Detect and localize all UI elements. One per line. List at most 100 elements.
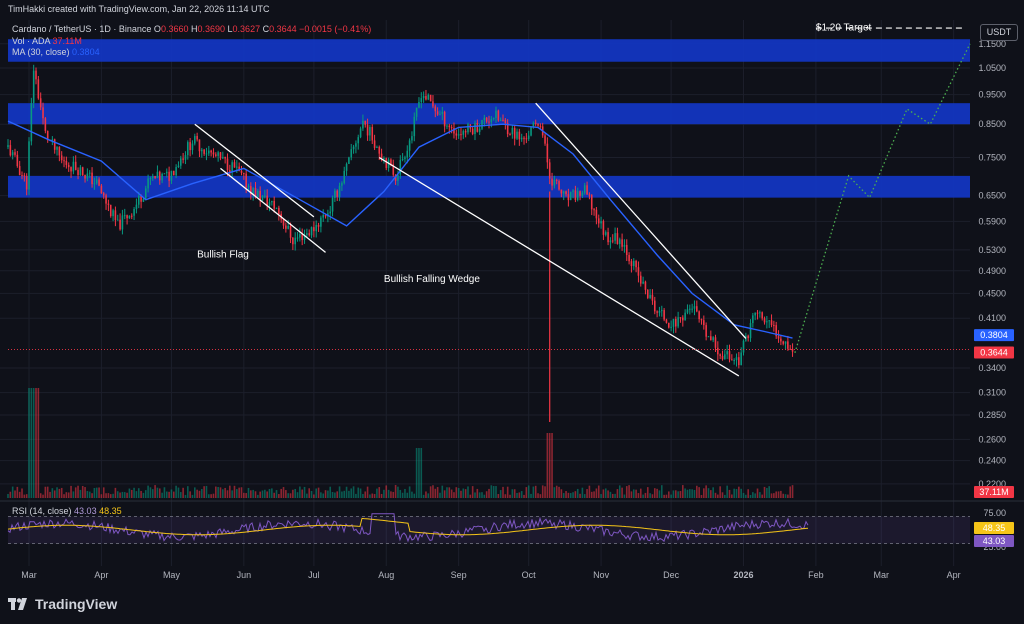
low-value: 0.3627 <box>232 24 261 34</box>
candle-body <box>733 360 735 362</box>
x-tick-label: May <box>163 570 181 580</box>
candle-body <box>646 289 649 298</box>
rsi-label: RSI (14, close) <box>12 506 72 516</box>
volume-bar <box>119 492 121 498</box>
volume-bar <box>597 485 600 498</box>
volume-bar <box>79 489 82 498</box>
candle-body <box>165 171 168 174</box>
volume-bar <box>35 388 37 498</box>
x-tick-label: Jun <box>237 570 252 580</box>
volume-bar <box>453 492 455 498</box>
volume-bar <box>128 488 131 498</box>
volume-bar <box>576 488 579 498</box>
volume-bar <box>467 486 469 498</box>
volume-bar <box>327 490 329 498</box>
candle-body <box>474 123 476 134</box>
candle-body <box>378 146 381 154</box>
volume-bar <box>364 491 367 498</box>
close-value: 0.3644 <box>269 24 297 34</box>
candle-body <box>689 308 691 310</box>
ma-price-tag-bg <box>974 329 1014 342</box>
projection-line <box>794 43 971 353</box>
candle-body <box>534 122 537 124</box>
volume-bar <box>565 491 567 498</box>
candle-body <box>728 351 731 360</box>
candle-body <box>14 152 16 155</box>
candle-body <box>109 204 112 217</box>
candle-body <box>126 215 128 219</box>
volume-bar <box>77 485 79 498</box>
candle-body <box>208 150 210 154</box>
candle-body <box>712 337 714 341</box>
volume-bar <box>9 491 12 498</box>
candle-body <box>39 98 42 108</box>
candle-body <box>394 174 397 181</box>
volume-bar <box>611 493 614 498</box>
volume-bar <box>420 448 423 498</box>
candle-body <box>65 160 68 165</box>
candle-body <box>674 319 677 327</box>
volume-bar <box>88 491 91 498</box>
candle-body <box>88 172 91 174</box>
volume-bar <box>179 492 182 498</box>
volume-bar <box>18 491 21 498</box>
rsi-value: 43.03 <box>74 506 97 516</box>
candle-body <box>476 123 479 132</box>
candle-body <box>509 134 511 136</box>
candle-body <box>7 145 9 148</box>
volume-bar <box>492 486 495 498</box>
volume-bar <box>572 492 574 498</box>
volume-bar <box>189 491 191 498</box>
rsi-ma-tag: 48.35 <box>983 523 1006 533</box>
candle-body <box>595 209 598 219</box>
volume-bar <box>738 486 740 498</box>
candle-body <box>784 341 787 344</box>
volume-bar <box>226 490 229 498</box>
volume-bar <box>81 485 84 498</box>
volume-bar <box>268 488 271 498</box>
resistance-zone <box>8 39 970 62</box>
candle-body <box>464 131 467 133</box>
candle-body <box>212 152 215 155</box>
candle-body <box>682 317 684 321</box>
candle-body <box>663 310 665 320</box>
volume-bar <box>553 487 556 498</box>
volume-bar <box>628 485 630 498</box>
y-tick-label: 0.6500 <box>978 191 1006 201</box>
candle-body <box>149 177 152 179</box>
candle-body <box>539 125 542 127</box>
volume-bar <box>714 492 717 498</box>
candle-body <box>250 186 252 195</box>
candle-body <box>278 207 280 214</box>
volume-bar <box>777 491 780 498</box>
price-chart[interactable]: Bullish Flag Bullish Falling Wedge $1.20 T… <box>0 20 1024 588</box>
candle-body <box>91 172 93 185</box>
candle-body <box>366 124 369 136</box>
volume-bar <box>464 489 467 498</box>
candle-body <box>775 325 777 337</box>
volume-bar <box>408 486 411 498</box>
candle-body <box>306 233 308 236</box>
symbol-legend: Cardano / TetherUS · 1D · Binance O0.366… <box>12 24 371 35</box>
candle-body <box>376 146 378 148</box>
candle-body <box>112 210 114 217</box>
volume-bar <box>632 489 635 498</box>
volume-bar <box>532 486 535 498</box>
volume-bar <box>560 489 563 498</box>
volume-bar <box>691 489 693 498</box>
candle-body <box>156 171 159 178</box>
volume-bar <box>415 448 418 498</box>
candle-body <box>511 127 514 135</box>
volume-bar <box>773 493 775 498</box>
volume-bar <box>63 494 65 498</box>
volume-bar <box>224 487 226 498</box>
volume-bar <box>527 485 530 498</box>
currency-button[interactable]: USDT <box>980 24 1018 41</box>
candle-body <box>653 300 656 312</box>
candle-body <box>170 170 173 181</box>
candle-body <box>229 170 231 173</box>
volume-bar <box>637 493 640 498</box>
annotation-label: $1.20 Target <box>816 22 872 33</box>
x-tick-label: Mar <box>21 570 37 580</box>
volume-bar <box>579 493 581 498</box>
